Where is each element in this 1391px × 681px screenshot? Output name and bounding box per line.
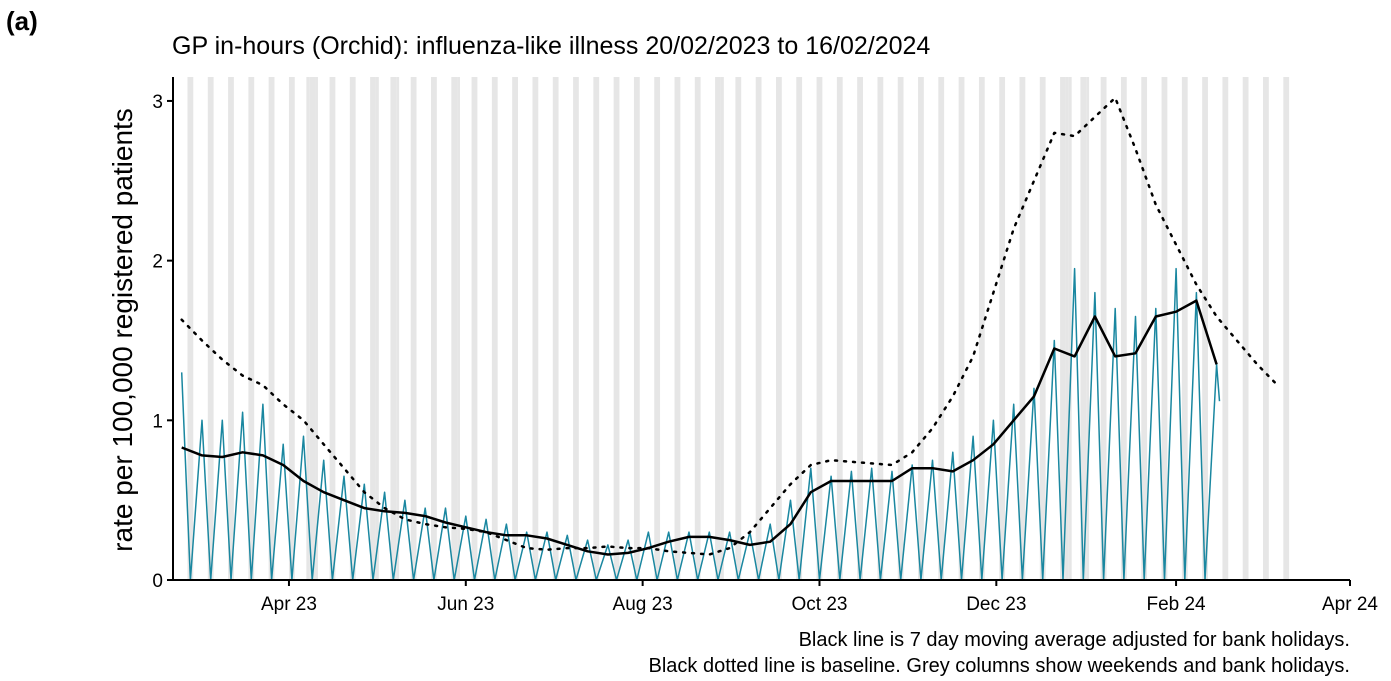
weekend-column [1060,77,1066,580]
weekend-column [613,77,620,580]
weekend-column [755,77,762,580]
x-tick-label: Aug 23 [613,594,673,615]
weekend-column [694,77,701,580]
bank-holiday-column [396,77,400,580]
weekend-column [958,77,965,580]
weekend-column [715,77,721,580]
weekend-column [775,77,782,580]
weekend-column [309,77,316,580]
weekend-column [593,77,600,580]
note: Black dotted line is baseline. Grey colu… [648,655,1350,677]
weekend-column [938,77,945,580]
note: Black line is 7 day moving average adjus… [799,629,1350,651]
weekend-column [410,77,417,580]
weekend-column [390,77,397,580]
series-line [180,96,1279,556]
x-tick-label: Apr 23 [261,594,317,615]
weekend-column [918,77,924,580]
weekend-column [1120,77,1127,580]
bank-holiday-column [1068,77,1072,580]
bank-holiday-column [1065,77,1069,580]
x-tick-label: Jun 23 [437,594,494,615]
weekend-column [573,77,579,580]
x-tick-label: Apr 24 [1322,594,1378,615]
weekend-column [877,77,884,580]
panel-label: (a) [6,6,38,36]
bank-holiday-column [306,77,310,580]
y-tick-label: 1 [152,411,163,432]
weekend-column [1242,77,1249,580]
y-tick-label: 3 [152,92,163,113]
weekend-column [796,77,803,580]
bank-holiday-column [720,77,724,580]
weekend-column [552,77,559,580]
weekend-column [187,77,194,580]
x-tick-label: Oct 23 [791,594,847,615]
chart-title: GP in-hours (Orchid): influenza-like ill… [172,32,930,60]
weekend-column [1080,77,1087,580]
weekend-column [1161,77,1168,580]
weekend-column [857,77,863,580]
weekend-column [532,77,539,580]
weekend-column [228,77,234,580]
weekend-column [431,77,437,580]
weekend-column [654,77,661,580]
weekend-column [329,77,336,580]
series-line [180,267,1221,581]
weekend-column [1039,77,1046,580]
weekend-column [836,77,843,580]
weekend-column [999,77,1006,580]
weekend-column [897,77,904,580]
weekend-column [735,77,742,580]
weekend-column [491,77,498,580]
weekend-column [633,77,640,580]
x-tick-label: Feb 24 [1146,594,1206,615]
weekend-column [349,77,356,580]
weekend-column [370,77,376,580]
weekend-column [451,77,458,580]
weekend-column [288,77,295,580]
weekend-column [207,77,214,580]
weekend-column [512,77,518,580]
bank-holiday-column [457,77,461,580]
weekend-column [248,77,255,580]
weekend-column [471,77,478,580]
weekend-column [1283,77,1290,580]
y-tick-label: 2 [152,252,163,273]
weekend-column [674,77,681,580]
weekend-column [1100,77,1107,580]
bank-holiday-column [315,77,318,580]
x-tick-label: Dec 23 [966,594,1026,615]
bank-holiday-column [375,77,379,580]
series-line [181,299,1218,556]
y-axis-label: rate per 100,000 registered patients [107,108,138,552]
weekend-column [1263,77,1269,580]
weekend-column [816,77,823,580]
y-tick-label: 0 [152,571,163,592]
weekend-column [1181,77,1188,580]
weekend-column [1141,77,1148,580]
weekend-column [268,77,275,580]
weekend-column [1019,77,1026,580]
